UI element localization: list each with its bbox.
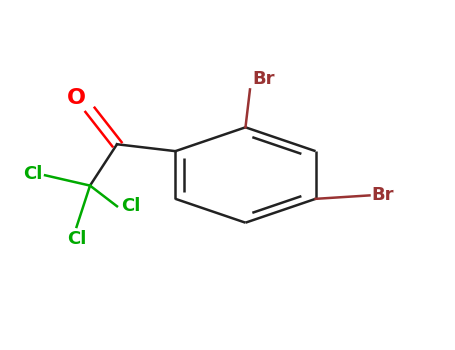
Text: Br: Br (372, 187, 394, 204)
Text: Cl: Cl (121, 197, 141, 215)
Text: O: O (67, 88, 86, 108)
Text: Br: Br (252, 70, 275, 88)
Text: Cl: Cl (24, 164, 43, 183)
Text: Cl: Cl (67, 230, 86, 248)
